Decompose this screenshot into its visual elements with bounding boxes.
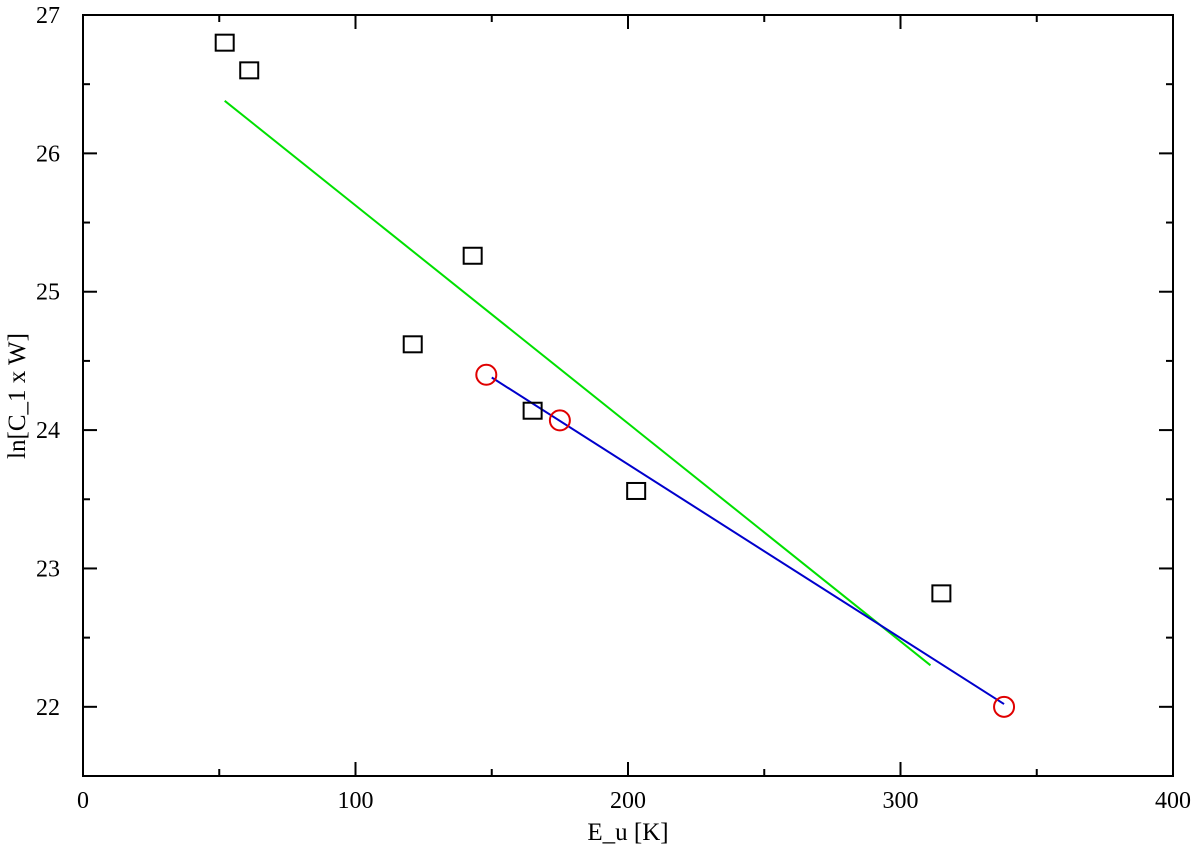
- circle-marker: [475, 363, 498, 386]
- circle-marker: [993, 695, 1016, 718]
- square-marker: [214, 33, 235, 52]
- y-tick-label: 27: [36, 3, 60, 29]
- data-points: [214, 33, 1016, 718]
- x-tick-labels: 0 100 200 300 400: [77, 788, 1191, 814]
- y-axis-label: ln[C_1 x W]: [4, 333, 31, 459]
- square-marker: [239, 61, 260, 80]
- square-marker: [626, 481, 647, 500]
- fit-line-2: [491, 376, 1005, 705]
- x-tick-label: 400: [1155, 788, 1191, 814]
- y-tick-label: 26: [36, 141, 60, 167]
- fit-line-1: [224, 100, 932, 667]
- x-tick-label: 200: [610, 788, 646, 814]
- y-tick-label: 24: [36, 418, 60, 444]
- square-marker: [931, 584, 952, 603]
- x-axis-label: E_u [K]: [587, 819, 668, 846]
- square-marker: [522, 401, 543, 420]
- y-tick-label: 25: [36, 280, 60, 306]
- plot-frame: [82, 14, 1174, 777]
- y-tick-labels: 22 23 24 25 26 27: [36, 3, 60, 721]
- x-tick-label: 300: [883, 788, 919, 814]
- circle-marker: [548, 409, 571, 432]
- y-tick-label: 23: [36, 556, 60, 582]
- fit-lines: [224, 100, 1005, 705]
- axis-ticks: [82, 14, 1174, 776]
- x-tick-label: 100: [338, 788, 374, 814]
- y-tick-label: 22: [36, 695, 60, 721]
- square-marker: [402, 335, 423, 354]
- x-tick-label: 0: [77, 788, 89, 814]
- square-marker: [462, 246, 483, 265]
